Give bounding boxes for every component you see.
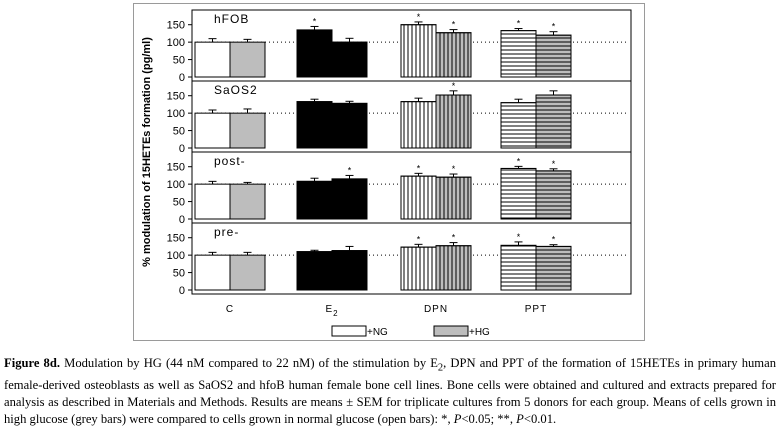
- legend-swatch-ng: [331, 325, 367, 337]
- y-tick-label: 150: [167, 91, 185, 103]
- caption-p-symbol: P: [516, 411, 524, 426]
- significance-marker: *: [348, 165, 352, 175]
- bar-pattern: [435, 32, 472, 78]
- caption-text-3: <0.05; **,: [461, 411, 517, 426]
- bar-ng: [194, 254, 231, 291]
- bar-pattern: [400, 175, 437, 220]
- x-category-label: DPN: [424, 304, 448, 315]
- bar-pattern: [331, 178, 368, 220]
- caption-text-2: , DPN and PPT of the formation of 15HETE…: [4, 356, 776, 426]
- significance-marker: *: [417, 12, 421, 22]
- caption-subscript: 2: [437, 362, 444, 374]
- significance-marker: *: [417, 163, 421, 173]
- y-tick-label: 50: [173, 126, 185, 138]
- panel-frame: [191, 222, 632, 295]
- bar-pattern: [535, 94, 572, 149]
- caption-p-symbol: P: [453, 411, 462, 426]
- panel-label: hFOB: [214, 12, 249, 26]
- panel-label: SaOS2: [214, 83, 258, 97]
- significance-marker: *: [313, 16, 317, 26]
- bar-pattern: [500, 167, 537, 220]
- legend-label-hg: +HG: [469, 327, 490, 338]
- y-tick-label: 100: [167, 108, 185, 120]
- bar-pattern: [331, 250, 368, 291]
- caption-text-4: <0.01.: [523, 411, 557, 426]
- figure-frame: % modulation of 15HETEs formation (pg/ml…: [133, 3, 645, 341]
- caption-label: Figure 8d.: [4, 356, 61, 370]
- bar-pattern: [500, 244, 537, 291]
- bar-pattern: [296, 180, 333, 220]
- significance-marker: *: [452, 81, 456, 91]
- bar-hg: [229, 183, 266, 220]
- bar-ng: [194, 41, 231, 78]
- y-axis-label: % modulation of 15HETEs formation (pg/ml…: [141, 37, 153, 267]
- y-tick-label: 0: [179, 72, 185, 84]
- chart: % modulation of 15HETEs formation (pg/ml…: [141, 9, 632, 338]
- bar-pattern: [400, 246, 437, 291]
- legend-swatch-hg: [433, 325, 469, 337]
- legend-label-ng: +NG: [367, 327, 388, 338]
- significance-marker: *: [452, 164, 456, 174]
- bar-pattern: [535, 245, 572, 291]
- bar-pattern: [535, 34, 572, 78]
- y-tick-label: 100: [167, 250, 185, 262]
- y-tick-label: 0: [179, 143, 185, 155]
- significance-marker: *: [517, 19, 521, 29]
- significance-marker: *: [452, 233, 456, 243]
- x-category-label: C: [226, 304, 234, 315]
- y-tick-label: 50: [173, 268, 185, 280]
- significance-marker: *: [552, 22, 556, 32]
- bar-pattern: [296, 101, 333, 149]
- bar-pattern: [500, 30, 537, 78]
- bar-pattern: [535, 170, 572, 220]
- significance-marker: *: [552, 235, 556, 245]
- significance-marker: *: [552, 159, 556, 169]
- caption-text-1: Modulation by HG (44 nM compared to 22 n…: [60, 356, 438, 370]
- bar-hg: [229, 254, 266, 291]
- x-category-label: PPT: [525, 304, 547, 315]
- y-tick-label: 100: [167, 37, 185, 49]
- panel-label: pre-: [214, 225, 239, 239]
- bar-pattern: [400, 24, 437, 78]
- bar-pattern: [400, 101, 437, 149]
- panel-label: post-: [214, 154, 246, 168]
- bar-pattern: [296, 29, 333, 78]
- bar-pattern: [435, 245, 472, 291]
- y-tick-label: 50: [173, 197, 185, 209]
- bar-pattern: [296, 251, 333, 291]
- y-tick-label: 150: [167, 233, 185, 245]
- significance-marker: *: [517, 232, 521, 242]
- y-tick-label: 0: [179, 285, 185, 297]
- bar-hg: [229, 112, 266, 149]
- bar-pattern: [435, 94, 472, 149]
- significance-marker: *: [452, 20, 456, 30]
- bar-pattern: [500, 102, 537, 149]
- bar-pattern: [331, 41, 368, 78]
- y-tick-label: 100: [167, 179, 185, 191]
- x-category-label: E2: [325, 304, 338, 318]
- y-tick-label: 150: [167, 162, 185, 174]
- significance-marker: *: [517, 156, 521, 166]
- bar-pattern: [435, 176, 472, 220]
- y-tick-label: 0: [179, 214, 185, 226]
- bar-hg: [229, 41, 266, 78]
- y-tick-label: 150: [167, 20, 185, 32]
- x-category-subscript: 2: [333, 309, 338, 318]
- bar-ng: [194, 112, 231, 149]
- bar-ng: [194, 183, 231, 220]
- y-tick-label: 50: [173, 55, 185, 67]
- figure-caption: Figure 8d. Modulation by HG (44 nM compa…: [4, 355, 776, 428]
- bar-pattern: [331, 102, 368, 149]
- significance-marker: *: [417, 234, 421, 244]
